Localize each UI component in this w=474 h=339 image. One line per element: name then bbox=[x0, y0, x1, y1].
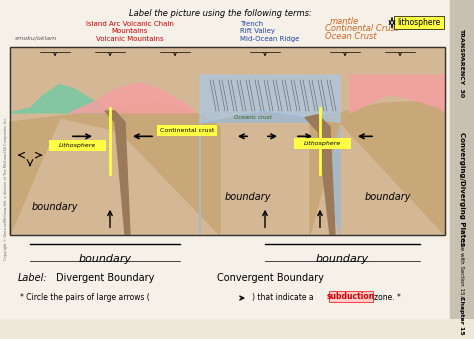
Polygon shape bbox=[105, 111, 130, 235]
Text: Divergent Boundary: Divergent Boundary bbox=[56, 273, 154, 283]
Text: * Circle the pairs of large arrows (: * Circle the pairs of large arrows ( bbox=[20, 293, 150, 302]
FancyBboxPatch shape bbox=[294, 138, 351, 149]
Polygon shape bbox=[200, 111, 340, 235]
Text: Copyright © Glencoe/McGraw-Hill, a division of The McGraw-Hill Companies, Inc.: Copyright © Glencoe/McGraw-Hill, a divis… bbox=[4, 116, 8, 260]
Text: Label:: Label: bbox=[18, 273, 47, 283]
Text: Mid-Ocean Ridge: Mid-Ocean Ridge bbox=[240, 36, 300, 42]
Text: Chapter 15: Chapter 15 bbox=[459, 296, 465, 335]
Text: Continental crust: Continental crust bbox=[160, 128, 214, 133]
FancyBboxPatch shape bbox=[157, 125, 217, 136]
Text: lithosphere: lithosphere bbox=[397, 18, 441, 27]
Text: ) that indicate a: ) that indicate a bbox=[252, 293, 314, 302]
Polygon shape bbox=[200, 75, 340, 122]
Text: boundary: boundary bbox=[315, 254, 369, 264]
FancyBboxPatch shape bbox=[329, 292, 373, 302]
Text: smoku/oklam: smoku/oklam bbox=[15, 36, 57, 41]
Text: Ocean Crust: Ocean Crust bbox=[325, 32, 377, 41]
Text: boundary: boundary bbox=[78, 254, 132, 264]
Text: subduction: subduction bbox=[327, 292, 375, 301]
Text: Use with Section 15.3: Use with Section 15.3 bbox=[459, 240, 465, 299]
Text: mantle: mantle bbox=[330, 17, 359, 26]
Text: Lithosphere: Lithosphere bbox=[58, 143, 96, 148]
Text: Convergent Boundary: Convergent Boundary bbox=[217, 273, 323, 283]
Polygon shape bbox=[350, 75, 445, 113]
Text: Oceanic crust: Oceanic crust bbox=[234, 115, 272, 120]
Text: Continental Crust: Continental Crust bbox=[325, 24, 398, 34]
Text: boundary: boundary bbox=[32, 202, 78, 212]
Polygon shape bbox=[70, 83, 195, 113]
Text: Converging/Diverging Plates: Converging/Diverging Plates bbox=[459, 132, 465, 246]
Polygon shape bbox=[305, 115, 335, 235]
FancyBboxPatch shape bbox=[394, 16, 444, 29]
FancyBboxPatch shape bbox=[49, 140, 106, 152]
Polygon shape bbox=[10, 102, 220, 235]
Bar bbox=[10, 47, 445, 235]
Text: Mountains: Mountains bbox=[112, 28, 148, 34]
Text: Rift Valley: Rift Valley bbox=[240, 28, 275, 34]
Polygon shape bbox=[310, 102, 445, 235]
Text: zone. *: zone. * bbox=[374, 293, 401, 302]
Text: Label the picture using the following terms:: Label the picture using the following te… bbox=[128, 9, 311, 18]
Bar bbox=[450, 0, 474, 319]
Text: boundary: boundary bbox=[365, 193, 411, 202]
Bar bbox=[10, 47, 445, 235]
Text: Trench: Trench bbox=[240, 21, 263, 27]
Text: Volcanic Mountains: Volcanic Mountains bbox=[96, 36, 164, 42]
Polygon shape bbox=[10, 85, 115, 113]
Text: boundary: boundary bbox=[225, 193, 271, 202]
Text: TRANSPARENCY  30: TRANSPARENCY 30 bbox=[459, 28, 465, 97]
Text: Island Arc Volcanic Chain: Island Arc Volcanic Chain bbox=[86, 21, 174, 27]
Text: Lithosphere: Lithosphere bbox=[303, 141, 341, 146]
